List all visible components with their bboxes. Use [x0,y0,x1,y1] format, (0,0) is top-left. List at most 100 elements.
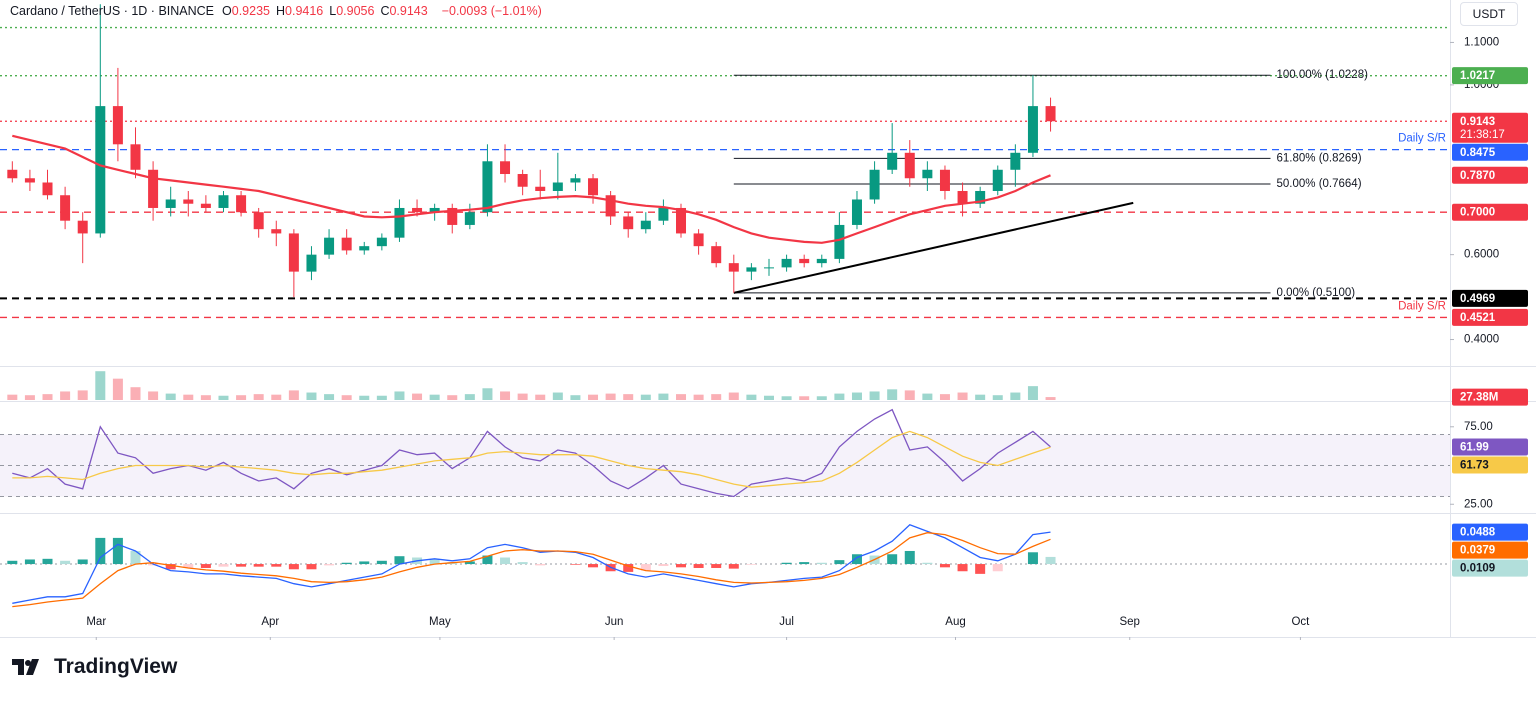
macd-hist [640,564,651,571]
currency: USDT [1472,7,1506,21]
candle-body [904,152,915,179]
candle-body [781,258,792,268]
volume-bar [500,391,511,400]
candle-body [588,178,599,196]
candle-body [359,246,370,251]
candle-body [693,233,704,247]
volume-bar [112,378,123,400]
macd-hist [500,557,511,565]
volume-bar [887,389,898,400]
volume-bar [939,394,950,400]
macd-hist [271,564,282,567]
candle-body [447,207,458,225]
volume-bar [1045,397,1056,400]
macd-hist [588,564,599,568]
candle-body [517,174,528,187]
symbol: Cardano / TetherUS · 1D · BINANCE [10,4,215,18]
change: −0.0093 (−1.01%) [441,4,542,18]
volume-bar [711,394,722,400]
candle-body [324,237,335,255]
candle-body [975,190,986,204]
candle-body [992,169,1003,191]
macd-hist [799,562,810,565]
volume-bar [517,393,528,400]
ohlc-label: O [222,4,232,18]
candle-body [95,106,106,234]
macd-hist [957,564,968,572]
macd-hist [306,564,317,570]
volume-bar [975,394,986,400]
price-badge [1452,541,1528,559]
volume-bar [412,393,423,400]
level-note: Daily S/R [1398,133,1446,145]
macd-hist [42,558,53,565]
ohlc-value: 0.9056 [336,4,375,18]
brand: TradingView [12,655,177,679]
header: Cardano / TetherUS · 1D · BINANCE O0.923… [10,4,542,18]
candle-body [130,144,141,170]
volume-bar [781,396,792,400]
volume-bar [253,394,264,400]
badge-label: 0.0488 [1460,527,1496,539]
candle-body [376,237,387,247]
candle-body [728,263,739,272]
candle-body [77,220,88,234]
logo [12,659,39,675]
macd-hist [851,554,862,565]
volume-bar [165,393,176,400]
badge-label: 0.0109 [1460,563,1495,575]
candle-body [1010,152,1021,170]
macd-hist [236,564,247,567]
volume-bar [482,388,493,400]
currency-box[interactable]: USDT [1460,2,1518,26]
price-badge [1452,308,1528,326]
badge-label: 0.7000 [1460,207,1495,219]
macd-hist [728,564,739,569]
macd-hist [816,562,827,565]
macd-hist [324,564,335,566]
candle-body [640,220,651,230]
volume-bar [130,387,141,400]
volume-bar [7,394,18,400]
macd-hist [95,537,106,565]
candle-body [288,233,299,272]
macd-hist [165,564,176,570]
volume-bar [851,392,862,400]
brand-name: TradingView [54,655,178,678]
y-tick-label: 0.4000 [1464,334,1499,346]
candle-body [799,258,810,264]
candle-body [112,106,123,145]
volume-bar [200,395,211,400]
price-badge [1452,166,1528,184]
volume-bar [605,393,616,400]
badge-label: 0.7870 [1460,170,1495,182]
price-badge [1452,112,1528,143]
macd-hist [658,564,669,567]
macd-hist [60,560,71,565]
volume-bar [746,394,757,400]
candle-body [887,152,898,170]
x-tick-label: Jun [605,616,624,628]
badge-label: 0.4521 [1460,312,1496,324]
price-badge [1452,143,1528,161]
candle-body [42,182,53,196]
volume-bar [429,394,440,400]
volume-bar [341,395,352,400]
macd-hist [834,560,845,565]
macd-hist [359,561,370,565]
candle-body [570,178,581,183]
candle-body [1045,106,1056,122]
candle-body [535,186,546,191]
ohlc: O0.9235 H0.9416 L0.9056 C0.9143 [222,4,434,18]
x-tick-label: Sep [1119,616,1139,628]
candle-body [412,207,423,213]
candle-body [851,199,862,225]
price-badge [1452,523,1528,541]
volume-bar [570,395,581,400]
x-tick-label: Apr [261,616,279,628]
macd-hist [376,560,387,565]
macd-hist [341,562,352,565]
candle-body [816,258,827,264]
macd-hist [1027,552,1038,565]
